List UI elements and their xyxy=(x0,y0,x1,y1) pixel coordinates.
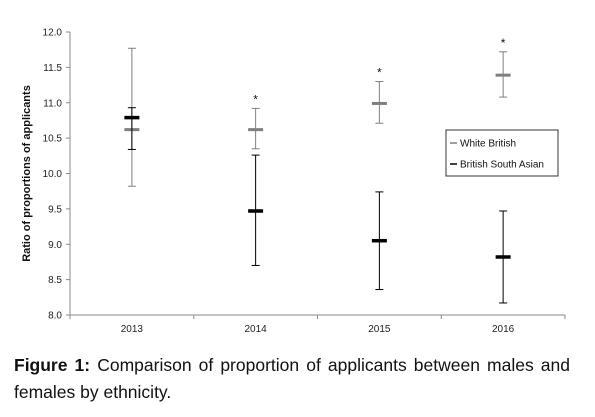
y-tick-label: 8.0 xyxy=(48,311,62,322)
british-south-asian-marker xyxy=(495,255,511,259)
y-tick-label: 8.5 xyxy=(48,275,62,286)
white-british-marker xyxy=(371,101,387,105)
british-south-asian-marker xyxy=(248,209,264,213)
y-tick-label: 10.5 xyxy=(43,134,63,145)
x-tick-label: 2016 xyxy=(492,324,515,335)
x-tick-label: 2013 xyxy=(121,324,144,335)
caption-label: Figure 1: xyxy=(14,355,91,375)
y-tick-label: 11.5 xyxy=(43,63,62,74)
white-british-marker xyxy=(495,73,511,77)
y-axis-label: Ratio of proportions of applicants xyxy=(21,85,33,262)
british-south-asian-marker xyxy=(371,238,387,243)
y-tick-label: 11.0 xyxy=(43,98,62,109)
x-tick-label: 2014 xyxy=(245,324,268,335)
significance-marker: * xyxy=(377,66,382,80)
figure-caption: Figure 1: Comparison of proportion of ap… xyxy=(14,352,570,406)
significance-marker: * xyxy=(501,36,506,50)
error-bar-chart: 8.0 8.5 9.0 9.5 10.0 10.5 11.0 11.5 12.0 2013 2014… xyxy=(21,28,566,335)
legend-label: White British xyxy=(460,139,516,150)
white-british-marker xyxy=(248,128,264,132)
legend-box xyxy=(445,129,559,177)
legend-label: British South Asian xyxy=(460,160,544,171)
british-south-asian-marker xyxy=(124,115,140,120)
caption-text: Comparison of proportion of applicants b… xyxy=(14,355,570,402)
significance-marker: * xyxy=(253,92,258,106)
y-tick-label: 9.5 xyxy=(48,204,62,215)
y-tick-label: 10.0 xyxy=(43,169,63,180)
y-tick-label: 12.0 xyxy=(43,28,63,39)
x-tick-label: 2015 xyxy=(368,324,391,335)
y-tick-label: 9.0 xyxy=(48,240,62,251)
